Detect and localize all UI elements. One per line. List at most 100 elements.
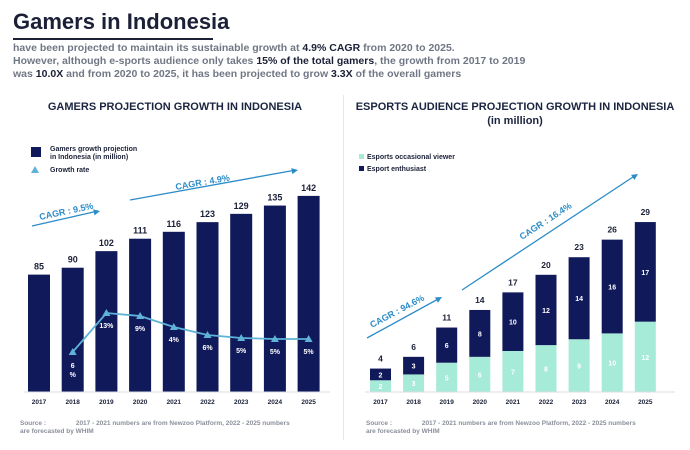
bar-total-label: 29 [641, 207, 651, 217]
segment-label-occasional: 8 [544, 367, 548, 374]
bar-occasional-viewer [370, 380, 391, 392]
intro-text: have been projected to maintain its sust… [13, 42, 303, 54]
segment-label-occasional: 7 [511, 369, 515, 376]
bar-esport-enthusiast [601, 239, 623, 334]
bar-gamers [230, 213, 253, 392]
title-underline [13, 38, 213, 40]
growth-rate-point [136, 312, 145, 319]
intro-text: , the growth from 2017 to 2019 [374, 55, 526, 67]
bar-total-label: 14 [475, 295, 485, 305]
growth-rate-label: 5% [270, 349, 281, 356]
source-label: Source : [20, 420, 47, 427]
growth-rate-label: 6 [71, 363, 75, 370]
source-label: Source : [366, 420, 393, 427]
bar-value-label: 142 [301, 183, 316, 193]
intro-text: and from 2020 to 2025, it has been proje… [63, 68, 332, 80]
x-tick-label: 2019 [99, 399, 114, 406]
segment-label-enthusiast: 6 [445, 343, 449, 350]
legend-label-gamers: in Indonesia (in million) [50, 154, 128, 161]
intro-text: was [13, 68, 36, 80]
legend-label-enthusiast: Esport enthusiast [367, 166, 427, 173]
bar-esport-enthusiast [370, 368, 391, 381]
panel-divider [343, 95, 344, 440]
cagr-arrow [31, 210, 99, 227]
bar-occasional-viewer [502, 350, 524, 392]
x-tick-label: 2023 [234, 399, 249, 406]
legend-swatch-gamers [31, 147, 41, 157]
bar-value-label: 129 [234, 201, 249, 211]
cagr-arrow [129, 169, 297, 201]
segment-label-enthusiast: 16 [608, 285, 616, 292]
segment-label-occasional: 3 [412, 381, 416, 388]
cagr-label: CAGR : 94.6% [368, 293, 426, 330]
cagr-arrow-head [435, 297, 442, 303]
intro-text: from 2020 to 2025. [360, 42, 455, 54]
segment-label-occasional: 10 [608, 361, 616, 368]
bar-occasional-viewer [568, 339, 590, 392]
growth-rate-label: 5% [304, 349, 315, 356]
bar-occasional-viewer [403, 374, 425, 392]
growth-rate-line [72, 312, 309, 353]
bar-occasional-viewer [601, 333, 623, 392]
segment-label-occasional: 6 [478, 372, 482, 379]
x-tick-label: 2018 [65, 399, 80, 406]
segment-label-enthusiast: 8 [478, 331, 482, 338]
bar-total-label: 17 [508, 277, 518, 287]
x-tick-label: 2023 [572, 399, 587, 406]
growth-rate-label: 9% [135, 326, 146, 333]
x-tick-label: 2019 [439, 399, 454, 406]
bar-gamers [61, 267, 84, 392]
bar-esport-enthusiast [568, 257, 590, 340]
segment-label-occasional: 2 [379, 384, 383, 391]
segment-label-enthusiast: 12 [542, 308, 550, 315]
bar-value-label: 111 [133, 226, 147, 236]
x-tick-label: 2022 [200, 399, 215, 406]
source-text: 2017 - 2021 numbers are from Newzoo Plat… [75, 420, 290, 427]
source-text: 2017 - 2021 numbers are from Newzoo Plat… [421, 420, 636, 427]
bar-gamers [95, 251, 118, 392]
bar-occasional-viewer [436, 362, 458, 392]
bar-total-label: 4 [378, 354, 383, 364]
segment-label-enthusiast: 10 [509, 320, 517, 327]
page-title: Gamers in Indonesia [13, 9, 230, 34]
bar-occasional-viewer [535, 345, 557, 392]
bar-esport-enthusiast [535, 274, 557, 346]
source-text: are forecasted by WHIM [20, 428, 94, 435]
growth-rate-label: % [70, 372, 77, 379]
bar-esport-enthusiast [634, 222, 656, 322]
bar-gamers [263, 205, 286, 392]
bar-value-label: 123 [200, 209, 215, 219]
bar-esport-enthusiast [436, 327, 458, 363]
x-tick-label: 2018 [406, 399, 421, 406]
legend-swatch-growth [31, 166, 39, 173]
right-chart-subtitle: (in million) [487, 115, 543, 127]
x-tick-label: 2020 [473, 399, 488, 406]
bar-total-label: 26 [607, 225, 617, 235]
x-tick-label: 2021 [167, 399, 182, 406]
x-tick-label: 2022 [539, 399, 554, 406]
intro-highlight: 3.3X [331, 68, 353, 80]
bar-total-label: 20 [541, 260, 551, 270]
x-tick-label: 2017 [32, 399, 47, 406]
growth-rate-point [68, 348, 77, 355]
cagr-arrow-head [631, 174, 638, 181]
bar-occasional-viewer [469, 356, 491, 392]
bar-total-label: 23 [574, 242, 584, 252]
bar-value-label: 102 [99, 238, 114, 248]
cagr-label: CAGR : 4.9% [175, 173, 231, 192]
x-tick-label: 2017 [373, 399, 388, 406]
source-text: are forecasted by WHIM [366, 428, 440, 435]
left-source-note: Source : 2017 - 2021 numbers are from Ne… [20, 420, 340, 436]
bar-gamers [196, 222, 219, 392]
growth-rate-label: 4% [169, 337, 180, 344]
growth-rate-point [203, 331, 212, 338]
x-tick-label: 2024 [605, 399, 620, 406]
bar-value-label: 116 [167, 219, 182, 229]
growth-rate-point [169, 323, 178, 330]
x-tick-label: 2021 [506, 399, 521, 406]
intro-highlight: 4.9% CAGR [302, 42, 361, 54]
bar-value-label: 135 [267, 193, 282, 203]
x-tick-label: 2025 [301, 399, 316, 406]
intro-text: of the overall gamers [352, 68, 462, 80]
